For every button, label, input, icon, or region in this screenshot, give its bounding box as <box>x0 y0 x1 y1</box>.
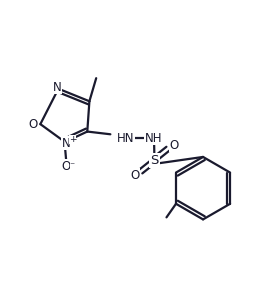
Text: NH: NH <box>145 132 163 145</box>
Text: N: N <box>62 137 71 150</box>
Text: HN: HN <box>117 132 134 145</box>
Text: +: + <box>69 135 76 144</box>
Text: O: O <box>130 168 140 181</box>
Text: S: S <box>150 154 159 167</box>
Text: O: O <box>169 139 179 152</box>
Text: O: O <box>62 160 71 173</box>
Text: N: N <box>53 81 61 94</box>
Text: O: O <box>28 118 37 131</box>
Text: ⁻: ⁻ <box>70 161 75 172</box>
